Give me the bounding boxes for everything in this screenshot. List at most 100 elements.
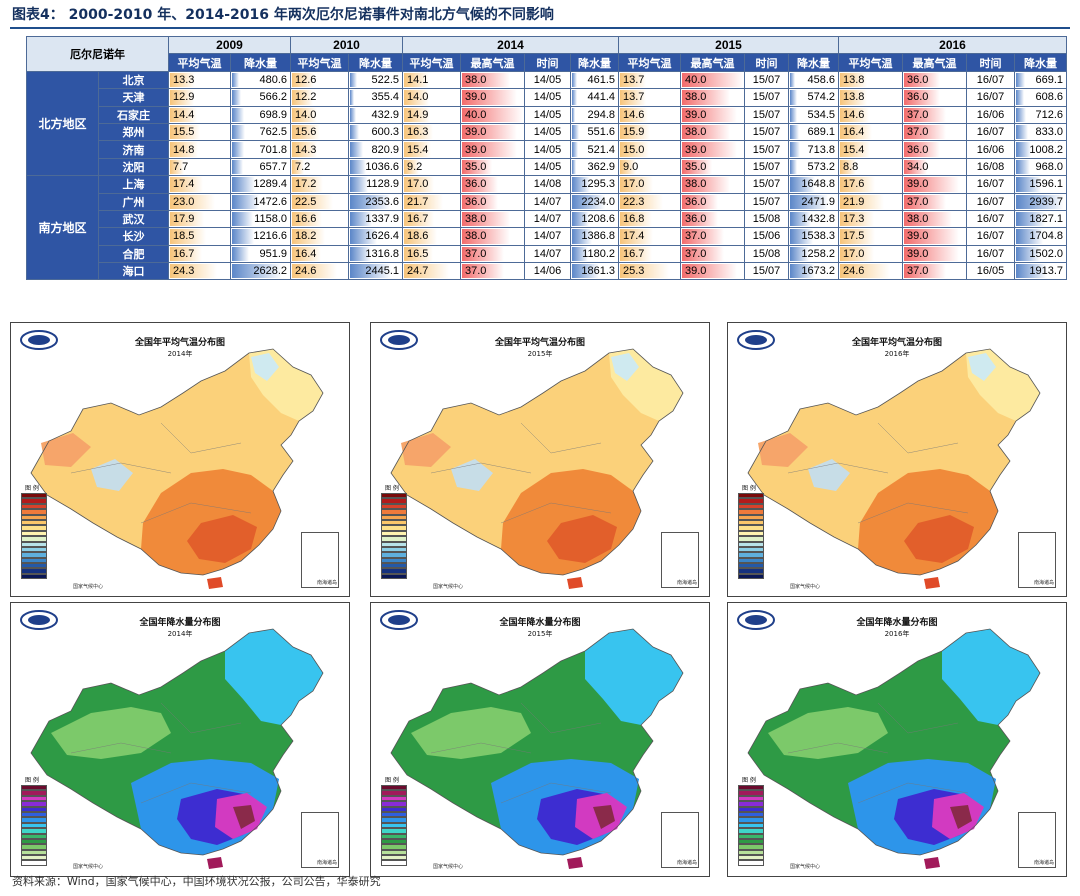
cell-value: 2445.1 [365,265,399,278]
cell-value: 1216.6 [253,230,287,243]
cell-value: 480.6 [259,73,287,86]
column-header: 平均气温 [838,53,903,72]
data-bar [170,159,184,175]
cell-value: 34.0 [907,160,929,173]
cell-value: 17.3 [843,213,865,226]
avg-temp-cell: 16.7 [168,244,231,264]
data-bar [292,142,318,157]
data-bar [232,142,244,157]
legend-swatch [21,801,47,807]
legend-swatch [21,849,47,856]
data-bar [404,90,429,105]
avg-temp-cell: 14.9 [402,105,461,124]
precip-cell: 1538.3 [788,227,839,246]
precip-cell: 2939.7 [1014,192,1067,211]
data-bar [572,246,589,262]
cell-value: 689.1 [807,126,835,139]
max-temp-cell: 34.0 [902,157,967,177]
date-cell: 15/07 [744,140,789,159]
legend-swatch [738,833,764,839]
data-bar [682,229,725,244]
cell-value: 833.0 [1035,126,1063,139]
date-cell: 14/07 [524,209,571,229]
max-temp-cell: 36.0 [902,70,967,90]
max-temp-cell: 37.0 [902,192,967,211]
data-bar [620,194,664,209]
cell-value: 17.2 [295,178,317,191]
legend-swatch [381,849,407,856]
cell-value: 22.3 [623,195,645,208]
avg-temp-cell: 13.3 [168,70,231,90]
legend-swatch [21,563,47,569]
max-temp-cell: 37.0 [460,262,525,281]
data-bar [1016,177,1042,192]
legend-swatch [21,811,47,818]
cell-value: 36.0 [465,195,487,208]
precip-cell: 432.9 [348,105,403,124]
legend-title: 图 例 [25,777,39,784]
legend-swatch [21,536,47,542]
figure-title: 图表4： 2000-2010 年、2014-2016 年两次厄尔尼诺事件对南北方… [12,7,554,23]
cell-value: 1673.2 [801,265,835,278]
china-map-graphic [390,348,684,589]
cell-value: 1827.1 [1029,213,1063,226]
data-bar [572,264,600,279]
avg-temp-cell: 17.4 [618,227,681,246]
date-cell: 15/07 [744,262,789,281]
map-credit: 国家气候中心 [433,864,464,870]
data-bar [620,211,653,227]
date-cell: 15/07 [744,157,789,177]
precip-cell: 1596.1 [1014,175,1067,194]
avg-temp-cell: 14.8 [168,140,231,159]
cell-value: 1180.2 [582,247,615,260]
legend-swatch [381,785,407,791]
cell-value: 551.6 [587,126,615,139]
legend-swatch [21,498,47,504]
date-cell: 14/07 [524,192,571,211]
precip-cell: 1216.6 [230,227,291,246]
max-temp-cell: 39.0 [902,227,967,246]
column-header: 最高气温 [680,53,745,72]
map-title: 全国年降水量分布图 [499,618,581,628]
precip-cell: 833.0 [1014,122,1067,142]
temperature-map: 全国年平均气温分布图 2015年图 例国家气候中心 南海诸岛 [370,322,710,597]
avg-temp-cell: 13.8 [838,70,903,90]
avg-temp-cell: 9.2 [402,157,461,177]
legend-swatch [738,785,764,791]
year-header: 2009 [168,35,291,55]
cell-value: 39.0 [465,91,487,104]
precip-cell: 1472.6 [230,192,291,211]
column-header: 时间 [744,53,789,72]
cell-value: 951.9 [259,247,287,260]
cell-value: 24.7 [407,265,429,278]
south-china-sea-inset [661,812,699,868]
data-bar [404,159,420,175]
legend-title: 图 例 [385,485,399,492]
max-temp-cell: 37.0 [460,244,525,264]
cell-value: 1295.3 [581,178,615,191]
city-name: 石家庄 [98,105,169,124]
cell-value: 698.9 [259,108,287,121]
temperature-map: 全国年平均气温分布图 2014年图 例国家气候中心 南海诸岛 [10,322,350,597]
cell-value: 16.5 [407,247,429,260]
precip-cell: 600.3 [348,122,403,142]
cell-value: 18.6 [407,230,429,243]
legend-swatch [738,828,764,834]
data-bar [350,211,372,227]
cell-value: 1472.6 [253,195,287,208]
ncc-logo [379,609,419,631]
legend-swatch [381,860,407,866]
legend-swatch [738,557,764,564]
cell-value: 36.0 [907,91,929,104]
data-bar [292,229,325,244]
avg-temp-cell: 12.6 [290,70,349,90]
city-name: 上海 [98,175,169,194]
legend-swatch [738,563,764,569]
data-bar [904,142,940,157]
precip-cell: 1316.8 [348,244,403,264]
legend-swatch [381,801,407,807]
max-temp-cell: 39.0 [680,105,745,124]
precip-cell: 1673.2 [788,262,839,281]
avg-temp-cell: 17.0 [618,175,681,194]
data-bar [790,90,798,105]
